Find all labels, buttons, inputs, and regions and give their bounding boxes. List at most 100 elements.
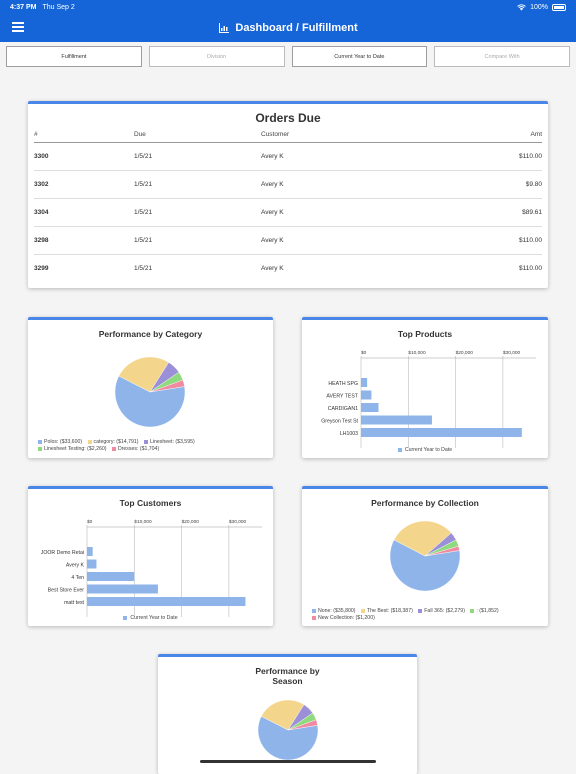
table-row[interactable]: 3299 1/5/21 Avery K $110.00 bbox=[34, 254, 542, 282]
page-title-text: Dashboard / Fulfillment bbox=[235, 22, 358, 34]
filter-date-range[interactable]: Current Year to Date bbox=[291, 46, 428, 67]
status-time: 4:37 PM bbox=[10, 3, 37, 11]
table-row[interactable]: 3300 1/5/21 Avery K $110.00 bbox=[34, 142, 542, 171]
collection-pie-chart bbox=[389, 520, 461, 592]
pie-slice[interactable] bbox=[149, 379, 185, 393]
bar[interactable] bbox=[361, 378, 368, 387]
page-title: Dashboard / Fulfillment bbox=[218, 22, 358, 34]
menu-icon[interactable] bbox=[12, 22, 24, 32]
orders-header-row: # Due Customer Amt bbox=[34, 130, 542, 143]
category-label: matt test bbox=[64, 600, 84, 606]
x-tick-label: $0 bbox=[87, 519, 93, 525]
order-amount: $110.00 bbox=[415, 142, 542, 171]
legend-item: Linesheet Testing: ($2,260) bbox=[38, 446, 106, 453]
bar[interactable] bbox=[87, 597, 246, 606]
table-row[interactable]: 3298 1/5/21 Avery K $110.00 bbox=[34, 226, 542, 255]
category-label: LH1003 bbox=[340, 431, 358, 437]
category-label: AVERY TEST bbox=[326, 394, 358, 400]
chart-legend: Current Year to Date bbox=[28, 615, 273, 621]
order-customer: Avery K bbox=[261, 142, 416, 171]
top-customers-card: Top Customers $0 $10,000 $20,000 $30,000 JOO… bbox=[28, 486, 273, 626]
legend-label: New Collection: ($1,200) bbox=[318, 615, 375, 621]
status-date: Thu Sep 2 bbox=[42, 3, 75, 11]
col-amount: Amt bbox=[415, 130, 542, 143]
order-due: 1/5/21 bbox=[134, 142, 261, 171]
chart-legend: Current Year to Date bbox=[302, 447, 548, 453]
filter-compare-with[interactable]: Compare With bbox=[434, 46, 570, 67]
legend-label: Current Year to Date bbox=[404, 447, 453, 453]
x-tick-label: $20,000 bbox=[182, 519, 200, 525]
filter-fulfillment[interactable]: Fulfillment bbox=[6, 46, 142, 67]
legend-label: None: ($35,800) bbox=[318, 608, 356, 614]
order-number: 3300 bbox=[34, 142, 134, 171]
pie-slice[interactable] bbox=[424, 545, 460, 557]
x-tick-label: $10,000 bbox=[408, 350, 426, 356]
order-number: 3302 bbox=[34, 170, 134, 199]
order-number: 3299 bbox=[34, 264, 49, 272]
legend-label: Linesheet Testing: ($2,260) bbox=[44, 446, 107, 452]
legend-label: The Best: ($18,387) bbox=[366, 608, 413, 614]
col-due: Due bbox=[134, 130, 261, 143]
x-tick-label: $0 bbox=[361, 350, 367, 356]
bar[interactable] bbox=[87, 584, 158, 594]
chart-legend: Polos: ($33,600) category: ($14,791) Lin… bbox=[28, 439, 273, 453]
category-label: Avery K bbox=[66, 563, 85, 569]
pie-slice[interactable] bbox=[393, 520, 452, 557]
order-due: 1/5/21 bbox=[134, 226, 261, 255]
category-label: JOOR Demo Retai bbox=[41, 550, 84, 556]
legend-label: Linesheet: ($3,595) bbox=[149, 439, 195, 445]
bar[interactable] bbox=[361, 428, 522, 437]
legend-item: : ($1,852) bbox=[470, 608, 499, 615]
legend-label: category: ($14,791) bbox=[93, 439, 139, 445]
filter-bar: Fulfillment Division Current Year to Dat… bbox=[6, 46, 570, 67]
top-customers-bar-chart: $0 $10,000 $20,000 $30,000 JOOR Demo Retai Av… bbox=[41, 519, 262, 617]
category-pie-chart bbox=[114, 356, 186, 428]
order-amount: $110.00 bbox=[415, 226, 542, 255]
order-customer: Avery K bbox=[261, 198, 416, 227]
bar[interactable] bbox=[361, 415, 432, 425]
legend-item: Polos: ($33,600) bbox=[38, 439, 82, 446]
home-indicator[interactable] bbox=[200, 760, 376, 763]
legend-label: Polos: ($33,600) bbox=[44, 439, 83, 445]
orders-table: # Due Customer Amt 3300 1/5/21 Avery K $… bbox=[34, 130, 542, 282]
legend-label: Fall 365: ($2,279) bbox=[424, 608, 465, 614]
x-tick-label: $10,000 bbox=[134, 519, 152, 525]
table-row[interactable]: 3302 1/5/21 Avery K $9.80 bbox=[34, 170, 542, 199]
wifi-icon bbox=[517, 3, 526, 10]
order-due: 1/5/21 bbox=[134, 198, 261, 227]
category-label: Greyson Test St bbox=[321, 419, 358, 425]
bar[interactable] bbox=[87, 572, 135, 581]
bar[interactable] bbox=[361, 403, 379, 412]
pie-slice[interactable] bbox=[389, 539, 461, 592]
pie-slice[interactable] bbox=[257, 716, 319, 761]
bar[interactable] bbox=[87, 547, 93, 556]
bar[interactable] bbox=[361, 390, 372, 400]
category-label: Best Store Ever bbox=[48, 588, 85, 594]
pie-slice[interactable] bbox=[261, 699, 305, 731]
category-chart-card: Performance by Category Polos: ($33,600)… bbox=[28, 317, 273, 458]
col-customer: Customer bbox=[261, 130, 416, 143]
order-customer: Avery K bbox=[261, 264, 284, 272]
x-tick-label: $20,000 bbox=[456, 350, 474, 356]
pie-slice[interactable] bbox=[118, 356, 170, 393]
chart-legend: None: ($35,800) The Best: ($18,387) Fall… bbox=[302, 608, 548, 622]
order-amount: $110.00 bbox=[518, 264, 542, 272]
top-products-card: Top Products $0 $10,000 $20,000 $30,000 HEAT… bbox=[302, 317, 548, 458]
category-label: 4 Ten bbox=[71, 575, 84, 581]
top-products-bar-chart: $0 $10,000 $20,000 $30,000 HEATH SPG AVERY TE… bbox=[321, 350, 536, 448]
order-due: 1/5/21 bbox=[134, 170, 261, 199]
order-number: 3304 bbox=[34, 198, 134, 227]
pie-slice[interactable] bbox=[287, 719, 318, 731]
bar[interactable] bbox=[87, 559, 97, 569]
legend-label: Dresses: ($1,704) bbox=[117, 446, 160, 452]
table-row[interactable]: 3304 1/5/21 Avery K $89.61 bbox=[34, 198, 542, 227]
filter-division[interactable]: Division bbox=[148, 46, 285, 67]
legend-item: None: ($35,800) bbox=[312, 608, 356, 615]
battery-percent: 100% bbox=[530, 3, 548, 11]
pie-slice[interactable] bbox=[114, 375, 186, 428]
season-pie-chart bbox=[257, 699, 319, 761]
x-tick-label: $30,000 bbox=[503, 350, 521, 356]
app-bar: Dashboard / Fulfillment bbox=[0, 14, 576, 42]
chart-title: Top Customers bbox=[119, 498, 182, 508]
legend-item: Linesheet: ($3,595) bbox=[143, 439, 195, 446]
